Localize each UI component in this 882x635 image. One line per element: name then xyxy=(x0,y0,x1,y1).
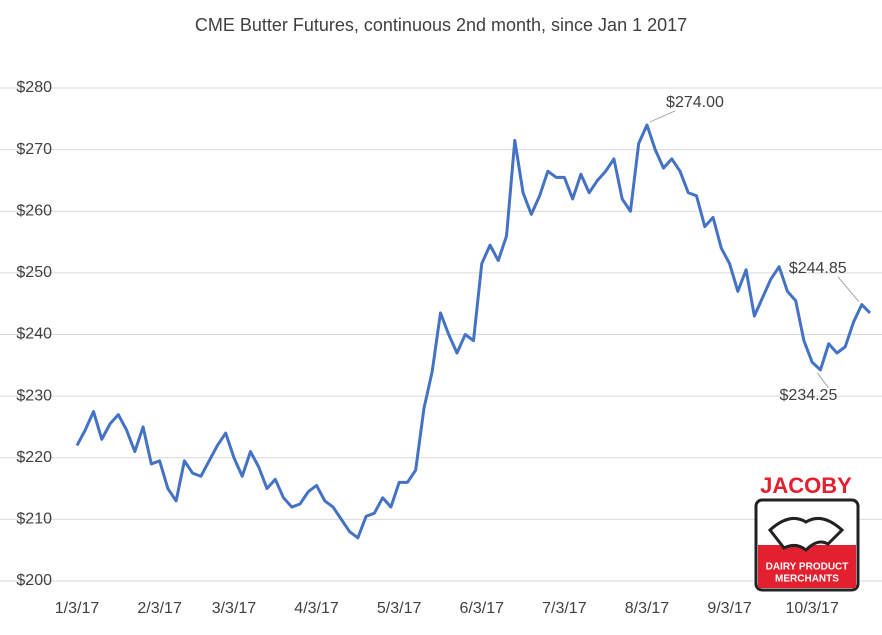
line-series xyxy=(75,123,872,540)
y-tick-label: $250 xyxy=(16,264,52,281)
y-tick-label: $220 xyxy=(16,449,52,466)
x-tick-label: 2/3/17 xyxy=(137,600,182,617)
logo: JACOBY DAIRY PRODUCT MERCHANTS xyxy=(754,473,860,592)
leader-line xyxy=(649,110,676,123)
x-tick-label: 10/3/17 xyxy=(785,600,838,617)
logo-tagline: DAIRY PRODUCT xyxy=(766,562,849,573)
data-label: $274.00 xyxy=(666,94,724,111)
data-label: $234.25 xyxy=(780,387,838,404)
y-tick-label: $200 xyxy=(16,572,52,589)
y-tick-label: $270 xyxy=(16,141,52,158)
logo-handshake xyxy=(767,516,845,553)
leader-line xyxy=(817,372,829,389)
y-tick-label: $210 xyxy=(16,511,52,528)
x-tick-label: 3/3/17 xyxy=(212,600,257,617)
x-tick-label: 5/3/17 xyxy=(377,600,422,617)
leader-line xyxy=(837,276,860,302)
logo-band xyxy=(758,545,856,588)
y-tick-label: $230 xyxy=(16,387,52,404)
x-tick-label: 9/3/17 xyxy=(707,600,752,617)
logo-tagline: MERCHANTS xyxy=(775,574,839,585)
x-tick-label: 7/3/17 xyxy=(542,600,587,617)
logo-name: JACOBY xyxy=(760,473,852,498)
x-tick-label: 4/3/17 xyxy=(294,600,339,617)
chart-title: CME Butter Futures, continuous 2nd month… xyxy=(195,15,687,35)
y-tick-label: $240 xyxy=(16,326,52,343)
x-tick-label: 6/3/17 xyxy=(460,600,505,617)
x-tick-label: 1/3/17 xyxy=(55,600,100,617)
y-tick-label: $280 xyxy=(16,79,52,96)
data-label: $244.85 xyxy=(789,260,847,277)
x-tick-label: 8/3/17 xyxy=(625,600,670,617)
y-tick-label: $260 xyxy=(16,202,52,219)
